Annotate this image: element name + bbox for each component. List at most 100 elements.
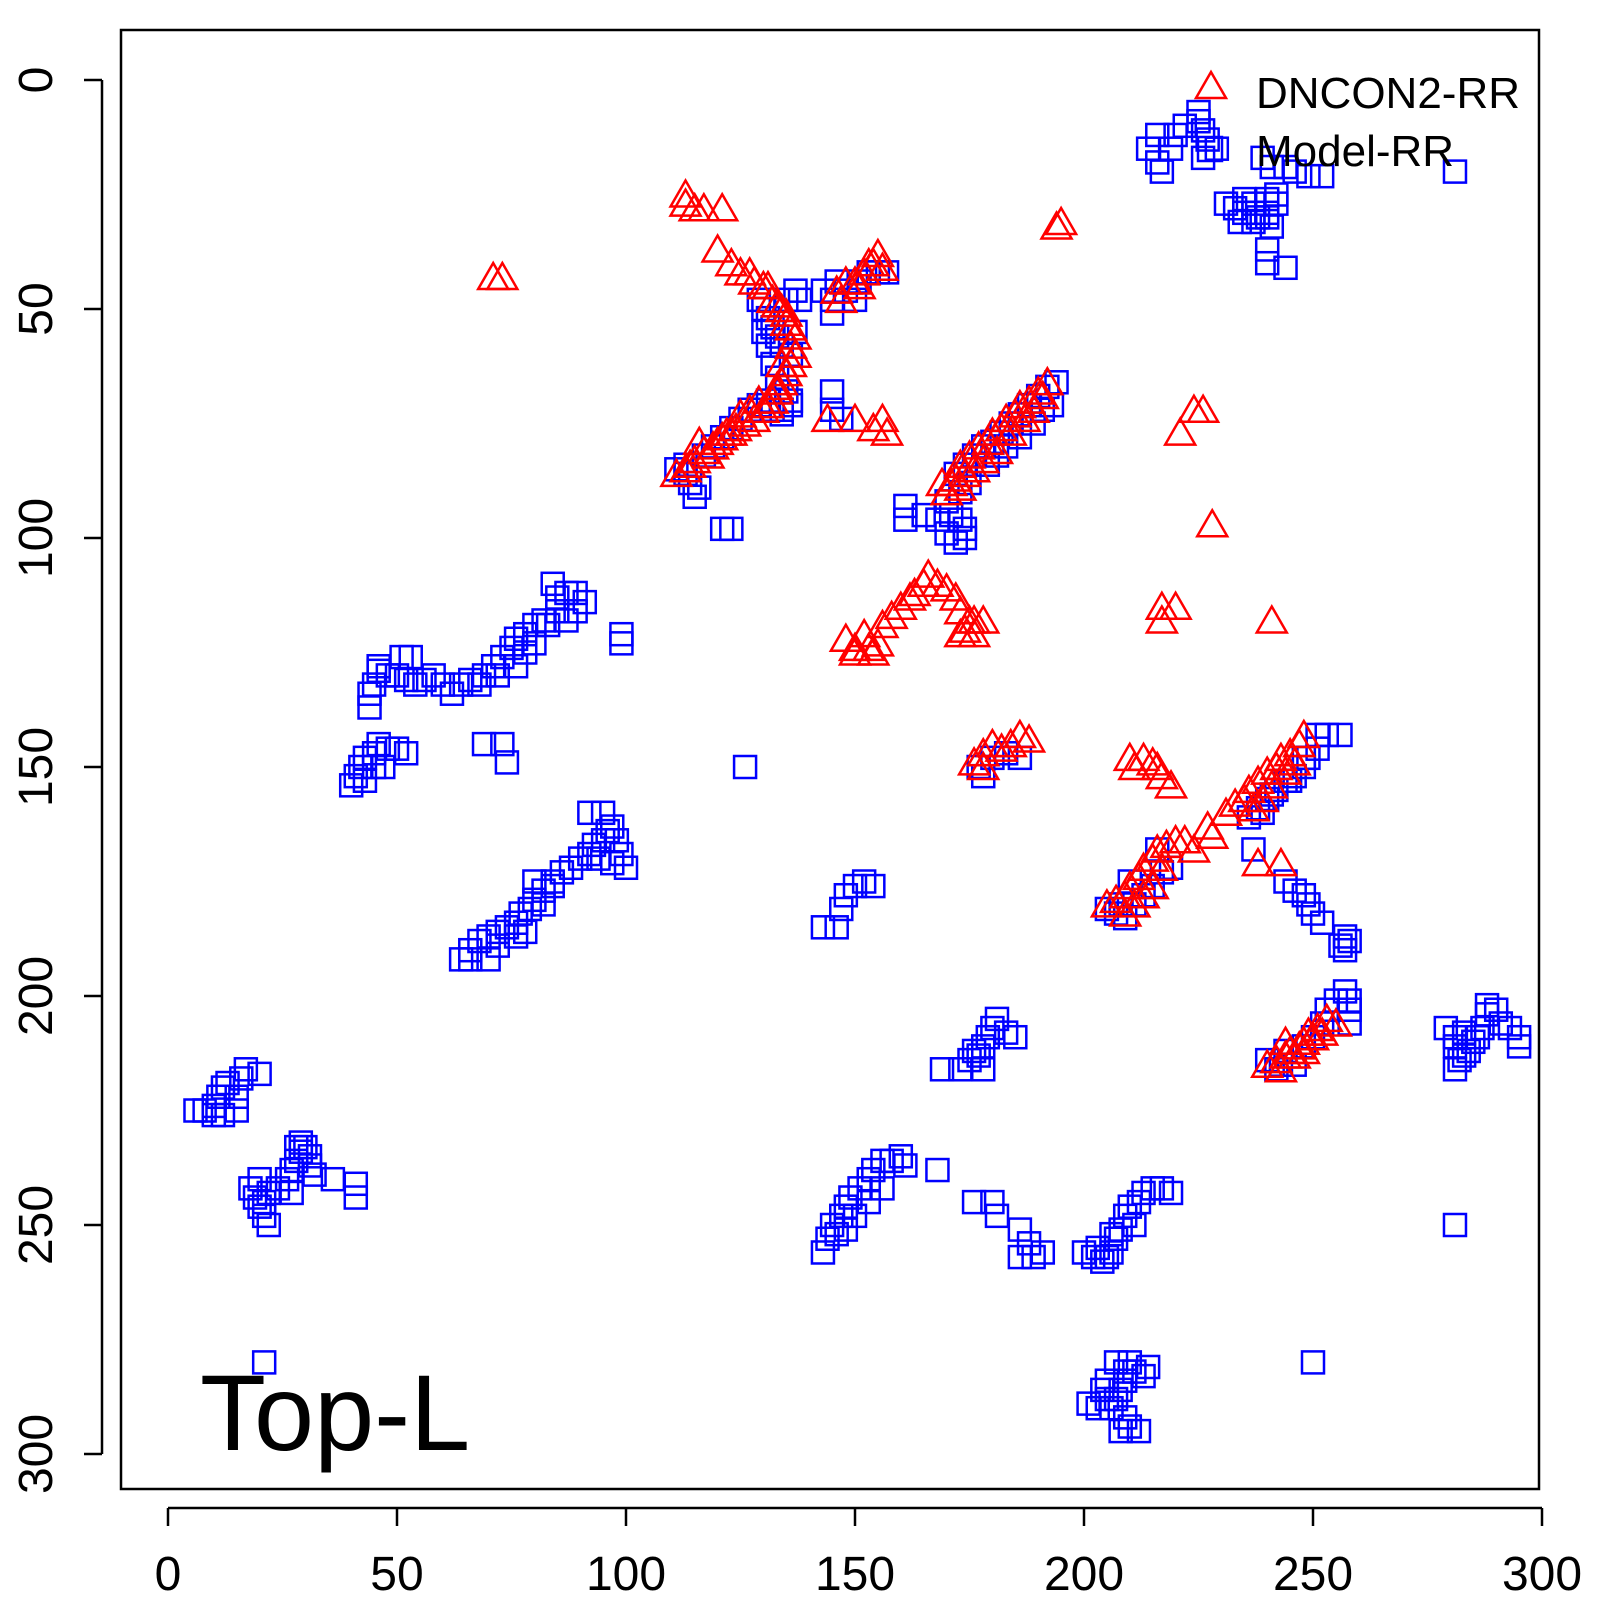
model-rr-point (558, 855, 584, 881)
dncon2-rr-point (1295, 1020, 1331, 1051)
model-rr-point (751, 319, 776, 345)
model-rr-point (682, 484, 707, 510)
model-rr-point (494, 750, 520, 775)
model-rr-point (251, 1189, 277, 1215)
legend: DNCON2-RR Model-RR (1193, 69, 1520, 176)
dncon2-rr-point (947, 457, 983, 488)
model-rr-point (229, 1066, 254, 1091)
model-rr-point (357, 695, 382, 720)
model-rr-point (1103, 1386, 1129, 1412)
model-rr-point (787, 287, 813, 313)
dncon2-rr-point (1286, 1034, 1322, 1065)
dncon2-rr-point (709, 416, 744, 446)
model-rr-point (970, 1057, 996, 1082)
model-rr-point (448, 672, 474, 697)
model-rr-point (1314, 722, 1339, 748)
dncon2-rr-point (920, 567, 955, 598)
model-rr-point (1016, 1231, 1042, 1256)
model-rr-point (719, 516, 744, 542)
dncon2-rr-point (769, 297, 804, 327)
y-tick-label: 0 (10, 67, 63, 94)
model-rr-point (1112, 1203, 1138, 1229)
model-rr-point (1190, 118, 1216, 143)
top-l-annotation: Top-L (200, 1352, 470, 1473)
model-rr-point (512, 919, 538, 945)
model-rr-point (993, 1020, 1019, 1045)
model-rr-point (1131, 1363, 1156, 1389)
x-tick-label: 100 (586, 1548, 666, 1600)
legend-label-dncon2: DNCON2-RR (1256, 69, 1520, 118)
model-rr-point (810, 1240, 836, 1265)
dncon2-rr-point (979, 434, 1015, 465)
dncon2-rr-point (686, 191, 722, 222)
model-rr-point (545, 599, 570, 624)
model-rr-point (1117, 1414, 1143, 1439)
model-rr-point (403, 672, 428, 697)
model-rr-point (1332, 937, 1358, 963)
points-layer (183, 99, 1532, 1444)
model-rr-point (1163, 122, 1188, 148)
dncon2-rr-point (1135, 745, 1170, 776)
model-rr-point (1195, 127, 1220, 152)
dncon2-rr-point (1240, 846, 1276, 877)
model-rr-point (393, 741, 419, 766)
model-rr-point (540, 571, 565, 597)
dncon2-rr-point (1144, 603, 1180, 634)
model-rr-point (430, 672, 456, 697)
model-rr-point (1461, 1029, 1486, 1055)
model-rr-point (1076, 1391, 1101, 1416)
model-rr-point (1108, 1217, 1133, 1242)
dncon2-rr-point (1286, 718, 1322, 749)
model-rr-point (925, 1157, 950, 1183)
dncon2-rr-point (897, 576, 932, 607)
model-rr-point (993, 434, 1019, 459)
model-rr-point (485, 663, 511, 688)
dncon2-rr-point (810, 402, 845, 433)
model-rr-point (279, 1180, 304, 1206)
dncon2-rr-point (956, 617, 992, 648)
dncon2-rr-point (1254, 768, 1289, 799)
legend-label-model: Model-RR (1256, 127, 1454, 176)
model-rr-point (929, 1057, 955, 1082)
dncon2-rr-point (1195, 819, 1230, 849)
model-rr-point (911, 502, 936, 528)
model-rr-point (1117, 1194, 1143, 1219)
model-rr-point (343, 763, 369, 789)
model-rr-point (210, 1075, 236, 1100)
model-rr-point (1103, 1350, 1129, 1375)
x-axis: 0 50 100 150 200 250 300 (155, 1506, 1582, 1600)
model-rr-point (1273, 255, 1298, 281)
model-rr-point (732, 754, 758, 780)
model-rr-point (1117, 1350, 1143, 1375)
model-rr-point (1282, 159, 1307, 184)
model-rr-point (549, 860, 575, 885)
model-rr-point (1080, 1244, 1106, 1270)
dncon2-rr-point (1304, 1016, 1340, 1046)
dncon2-rr-point (732, 393, 767, 424)
dncon2-rr-point (1195, 507, 1230, 538)
model-rr-point (1003, 1024, 1028, 1050)
dncon2-rr-point (1126, 878, 1161, 909)
model-rr-point (1254, 237, 1280, 262)
model-rr-point (494, 915, 520, 940)
model-rr-point (957, 1047, 982, 1073)
model-rr-point (1108, 1377, 1133, 1403)
dncon2-rr-point (874, 599, 909, 630)
dncon2-rr-point (1002, 718, 1038, 749)
model-rr-point (288, 1130, 314, 1155)
model-rr-point (192, 1098, 217, 1123)
model-rr-point (975, 1024, 1001, 1050)
model-rr-point (206, 1084, 231, 1110)
model-rr-point (833, 1217, 859, 1242)
y-tick-label: 100 (10, 498, 63, 578)
model-rr-point (893, 1153, 918, 1178)
model-rr-point (1007, 1217, 1033, 1242)
model-rr-point (1122, 1359, 1147, 1384)
model-rr-point (251, 1350, 277, 1375)
model-rr-point (1099, 1221, 1124, 1247)
model-rr-point (233, 1057, 259, 1082)
dncon2-rr-point (869, 416, 905, 446)
model-rr-point (1497, 1015, 1523, 1041)
model-rr-point (1112, 1405, 1138, 1430)
